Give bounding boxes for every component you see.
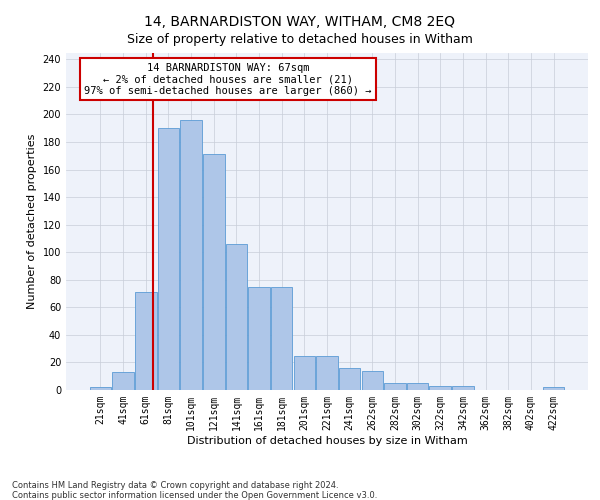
Bar — [158, 128, 179, 390]
Bar — [90, 387, 111, 390]
Bar — [293, 356, 315, 390]
Bar — [384, 383, 406, 390]
Text: Contains public sector information licensed under the Open Government Licence v3: Contains public sector information licen… — [12, 490, 377, 500]
Bar — [362, 370, 383, 390]
Bar — [112, 372, 134, 390]
Bar — [316, 356, 338, 390]
Bar — [271, 286, 292, 390]
X-axis label: Distribution of detached houses by size in Witham: Distribution of detached houses by size … — [187, 436, 467, 446]
Bar — [430, 386, 451, 390]
Text: 14, BARNARDISTON WAY, WITHAM, CM8 2EQ: 14, BARNARDISTON WAY, WITHAM, CM8 2EQ — [145, 15, 455, 29]
Bar — [339, 368, 361, 390]
Bar — [203, 154, 224, 390]
Y-axis label: Number of detached properties: Number of detached properties — [27, 134, 37, 309]
Bar — [407, 383, 428, 390]
Bar — [135, 292, 157, 390]
Text: Contains HM Land Registry data © Crown copyright and database right 2024.: Contains HM Land Registry data © Crown c… — [12, 480, 338, 490]
Bar — [543, 387, 564, 390]
Bar — [226, 244, 247, 390]
Text: Size of property relative to detached houses in Witham: Size of property relative to detached ho… — [127, 32, 473, 46]
Bar — [181, 120, 202, 390]
Bar — [452, 386, 473, 390]
Text: 14 BARNARDISTON WAY: 67sqm
← 2% of detached houses are smaller (21)
97% of semi-: 14 BARNARDISTON WAY: 67sqm ← 2% of detac… — [84, 62, 371, 96]
Bar — [248, 286, 270, 390]
